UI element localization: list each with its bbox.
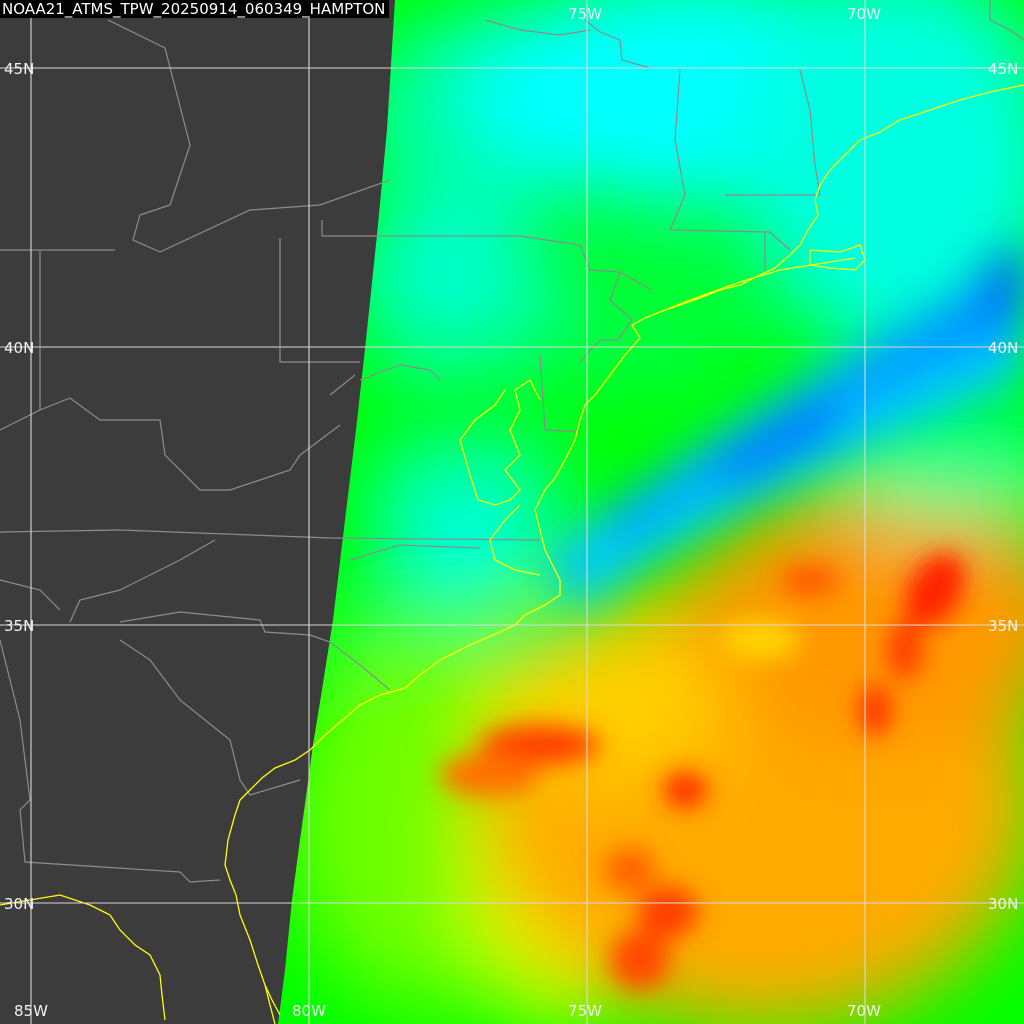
image-title: NOAA21_ATMS_TPW_20250914_060349_HAMPTON [0, 0, 390, 18]
lat-label-right-30n: 30N [988, 895, 1019, 913]
lon-label-bottom-75w: 75W [568, 1002, 602, 1020]
lon-label-top-75w: 75W [568, 5, 602, 23]
lat-label-left-35n: 35N [4, 617, 35, 635]
lat-label-right-45n: 45N [988, 60, 1019, 78]
lat-label-left-45n: 45N [4, 60, 35, 78]
lat-label-left-40n: 40N [4, 339, 35, 357]
lon-label-top-70w: 70W [847, 5, 881, 23]
coastline [0, 84, 1024, 1024]
tpw-swath [278, 0, 1024, 1024]
lat-label-left-30n: 30N [4, 895, 35, 913]
lat-label-right-40n: 40N [988, 339, 1019, 357]
lat-label-right-35n: 35N [988, 617, 1019, 635]
lon-label-bottom-85w: 85W [14, 1002, 48, 1020]
state-borders [0, 0, 1024, 883]
lon-label-bottom-70w: 70W [847, 1002, 881, 1020]
lon-label-bottom-80w: 80W [292, 1002, 326, 1020]
